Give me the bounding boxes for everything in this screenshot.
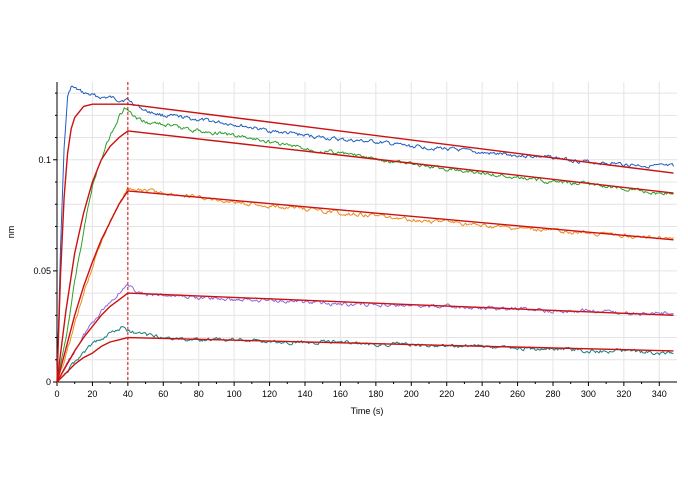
fit-line-7 bbox=[56, 130, 674, 383]
x-tick-label: 300 bbox=[581, 389, 596, 399]
y-tick-label: 0 bbox=[46, 377, 51, 387]
x-tick-label: 320 bbox=[616, 389, 631, 399]
fit-line-9 bbox=[56, 292, 674, 383]
x-tick-label: 180 bbox=[368, 389, 383, 399]
x-tick-label: 60 bbox=[158, 389, 168, 399]
measured-line-3 bbox=[56, 187, 674, 383]
measured-line-1 bbox=[56, 85, 674, 383]
x-tick-label: 40 bbox=[123, 389, 133, 399]
x-tick-label: 200 bbox=[404, 389, 419, 399]
fit-line-10 bbox=[56, 336, 674, 383]
measured-line-2 bbox=[56, 107, 674, 383]
y-tick-label: 0.1 bbox=[38, 155, 51, 165]
series bbox=[56, 85, 674, 383]
y-tick-label: 0.05 bbox=[33, 266, 51, 276]
x-tick-label: 260 bbox=[510, 389, 525, 399]
x-tick-label: 80 bbox=[194, 389, 204, 399]
x-tick-label: 240 bbox=[475, 389, 490, 399]
x-tick-label: 140 bbox=[297, 389, 312, 399]
y-ticks: 0 0.05 0.1 bbox=[33, 92, 57, 387]
x-tick-label: 0 bbox=[54, 389, 59, 399]
x-tick-label: 340 bbox=[652, 389, 667, 399]
x-ticks: 0 20 40 60 80 100 120 140 160 180 200 220 240 260 280 3… bbox=[54, 382, 667, 399]
x-tick-label: 120 bbox=[262, 389, 277, 399]
measured-line-5 bbox=[56, 326, 674, 383]
x-tick-label: 100 bbox=[227, 389, 242, 399]
axes bbox=[56, 82, 677, 383]
fit-line-6 bbox=[56, 103, 674, 383]
fit-line-8 bbox=[56, 190, 674, 383]
x-tick-label: 220 bbox=[439, 389, 454, 399]
x-tick-label: 160 bbox=[333, 389, 348, 399]
x-axis-title: Time (s) bbox=[351, 406, 384, 416]
y-axis-title: nm bbox=[6, 226, 16, 239]
x-tick-label: 280 bbox=[545, 389, 560, 399]
x-tick-label: 20 bbox=[87, 389, 97, 399]
